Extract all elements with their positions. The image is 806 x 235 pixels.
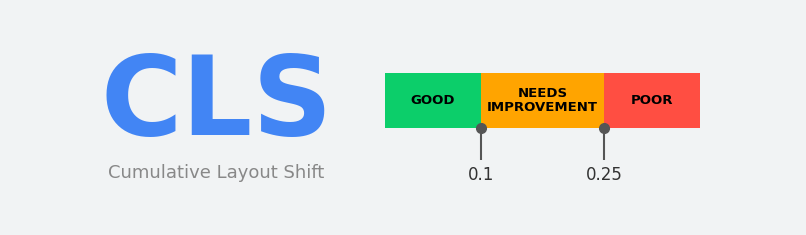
Text: 0.25: 0.25 <box>586 166 623 184</box>
Bar <box>604 73 700 128</box>
Text: Cumulative Layout Shift: Cumulative Layout Shift <box>108 164 325 182</box>
Text: GOOD: GOOD <box>411 94 455 107</box>
Text: POOR: POOR <box>631 94 674 107</box>
Text: CLS: CLS <box>100 51 333 158</box>
Text: 0.1: 0.1 <box>467 166 494 184</box>
Bar <box>481 73 604 128</box>
Text: NEEDS
IMPROVEMENT: NEEDS IMPROVEMENT <box>487 87 598 114</box>
Bar <box>385 73 481 128</box>
